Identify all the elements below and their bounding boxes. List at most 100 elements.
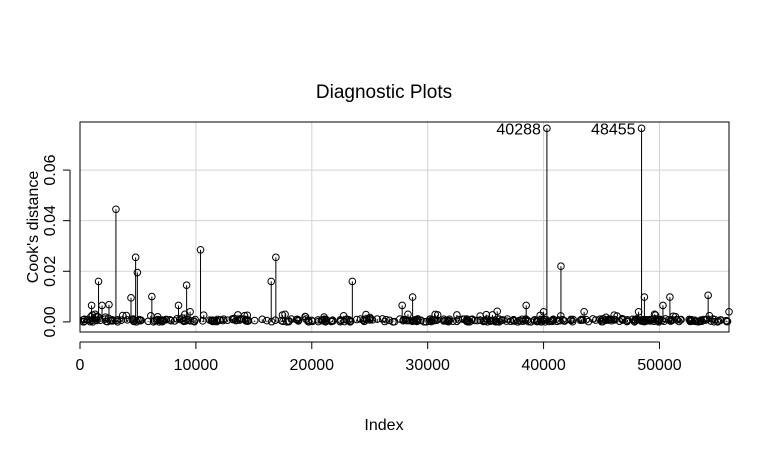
data-point	[385, 316, 394, 325]
data-point	[190, 317, 199, 326]
data-point	[495, 317, 503, 326]
data-point	[685, 315, 694, 324]
data-point	[704, 291, 712, 300]
data-point	[559, 316, 568, 325]
data-point	[199, 311, 208, 319]
data-point	[91, 316, 100, 324]
data-point	[234, 311, 242, 319]
data-point	[152, 316, 161, 325]
data-point	[267, 277, 276, 286]
data-point	[160, 316, 168, 325]
data-point	[536, 315, 545, 324]
y-axis-label: Cook's distance	[25, 171, 42, 284]
data-point	[340, 317, 349, 326]
data-point	[445, 315, 454, 324]
chart-title: Diagnostic Plots	[316, 82, 452, 103]
data-point	[567, 315, 575, 324]
data-point	[632, 315, 641, 323]
data-point	[605, 315, 614, 323]
data-point	[659, 301, 667, 310]
data-point	[410, 316, 419, 324]
data-point	[94, 277, 103, 286]
y-tick-label: 0.06	[42, 154, 59, 185]
data-point	[634, 307, 643, 316]
data-point	[467, 316, 476, 324]
data-point	[557, 262, 565, 271]
data-point	[492, 317, 501, 326]
data-point	[493, 307, 502, 316]
data-point	[568, 317, 577, 326]
point-label: 40288	[496, 121, 541, 138]
point-label: 48455	[591, 121, 636, 138]
data-point	[705, 311, 714, 320]
data-point	[427, 317, 436, 326]
data-point	[258, 315, 267, 324]
data-point	[667, 315, 676, 324]
data-point	[243, 317, 252, 326]
data-point	[153, 313, 162, 321]
y-tick-label: 0.02	[42, 256, 59, 287]
data-point	[513, 318, 522, 326]
data-point	[509, 316, 517, 325]
data-point	[346, 317, 354, 326]
data-point	[181, 317, 190, 325]
data-point	[148, 292, 156, 301]
data-point	[530, 316, 539, 324]
data-point	[174, 301, 183, 310]
data-point	[439, 317, 448, 325]
data-point	[287, 315, 296, 323]
data-point	[117, 316, 126, 324]
data-point	[113, 317, 122, 326]
data-point	[399, 316, 407, 325]
x-tick-label: 0	[76, 357, 85, 374]
plot-frame	[79, 121, 730, 333]
x-tick-label: 30000	[405, 357, 450, 374]
x-tick-label: 40000	[521, 357, 566, 374]
data-point	[380, 317, 389, 326]
data-point	[579, 316, 587, 324]
data-point	[522, 301, 530, 310]
x-tick-label: 20000	[290, 357, 335, 374]
x-tick-label: 10000	[174, 357, 219, 374]
point-labels: 40288 48455	[496, 121, 635, 138]
data-point	[127, 294, 135, 302]
data-point	[198, 317, 207, 325]
data-point	[483, 318, 492, 326]
data-point	[610, 311, 618, 320]
data-point	[293, 315, 302, 324]
data-point	[473, 316, 482, 325]
data-point	[317, 316, 326, 325]
data-point	[173, 315, 181, 323]
data-point	[420, 317, 428, 326]
data-point	[170, 317, 179, 325]
point-series	[79, 124, 733, 326]
data-point	[91, 310, 99, 319]
data-point	[454, 315, 463, 324]
data-point	[382, 315, 390, 324]
data-point	[404, 310, 412, 319]
data-point	[539, 307, 548, 316]
data-point	[366, 316, 374, 324]
data-point	[212, 316, 221, 325]
data-point	[328, 316, 337, 324]
data-point	[640, 293, 649, 301]
x-axis: 0 10000 20000 30000 40000 50000	[76, 341, 682, 374]
data-point	[576, 316, 585, 325]
data-point	[523, 316, 531, 324]
data-point	[538, 317, 547, 325]
data-point	[272, 253, 280, 262]
data-point	[196, 245, 205, 254]
data-point	[695, 317, 703, 326]
data-point	[118, 311, 127, 320]
data-point	[479, 317, 488, 326]
data-point	[656, 315, 664, 324]
data-point	[517, 317, 526, 325]
data-point	[618, 314, 626, 323]
data-point	[219, 315, 228, 324]
data-point	[602, 313, 610, 322]
y-axis: 0.00 0.02 0.04 0.06	[42, 154, 71, 337]
data-point	[223, 316, 232, 324]
data-point	[144, 317, 152, 326]
data-point	[666, 293, 674, 301]
